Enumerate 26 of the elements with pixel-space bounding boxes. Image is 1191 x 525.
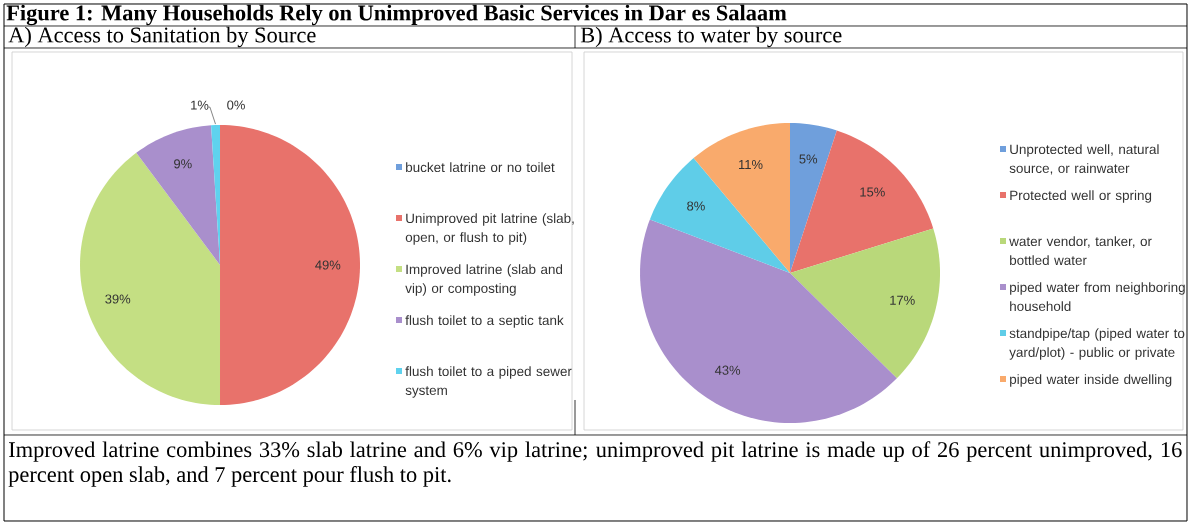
chart-subtitle: B) Access to water by source bbox=[580, 26, 842, 48]
legend-label: water vendor, tanker, or bottled water bbox=[1009, 236, 1152, 265]
data-label: 39% bbox=[105, 294, 131, 304]
text: Improved latrine combines 33% slab latrine and 6% vip latrine; unimproved pit latrine is made up of 26 percent unimproved, 16 percent open slab, and 7 percent pour flush to pit. bbox=[8, 441, 1182, 487]
legend-label: Unprotected well, natural source, or rainwater bbox=[1009, 144, 1159, 175]
legend-label: standpipe/tap (piped water to yard/plot) - public or private bbox=[1009, 328, 1185, 360]
chart-subtitle: A) Access to Sanitation by Source bbox=[8, 26, 316, 48]
legend-label: bucket latrine or no toilet bbox=[406, 162, 555, 173]
data-label: 11% bbox=[739, 159, 763, 170]
legend-label: flush toilet to a septic tank bbox=[405, 315, 564, 328]
data-label: 1% bbox=[191, 100, 209, 110]
legend-label: Improved latrine (slab and vip) or composting bbox=[405, 264, 563, 296]
data-label: 17% bbox=[890, 295, 915, 305]
data-label: 9% bbox=[174, 159, 192, 169]
data-label: 8% bbox=[687, 201, 705, 211]
data-label: 49% bbox=[315, 260, 341, 270]
legend-label: piped water from neighboring household bbox=[1010, 282, 1185, 311]
legend-label: Unimproved pit latrine (slab, open, or flush to pit) bbox=[405, 213, 574, 245]
data-label: 15% bbox=[860, 187, 885, 197]
text: 0% bbox=[227, 100, 245, 110]
data-label: 5% bbox=[799, 154, 818, 164]
legend-label: Protected well or spring bbox=[1010, 190, 1152, 203]
chart-title: Figure 1: Many Households Rely on Unimproved Basic Services in Dar es Salaam bbox=[6, 4, 787, 26]
legend-label: piped water inside dwelling bbox=[1010, 374, 1172, 387]
data-label: 43% bbox=[714, 365, 741, 375]
legend-label: flush toilet to a piped sewer system bbox=[405, 366, 572, 398]
